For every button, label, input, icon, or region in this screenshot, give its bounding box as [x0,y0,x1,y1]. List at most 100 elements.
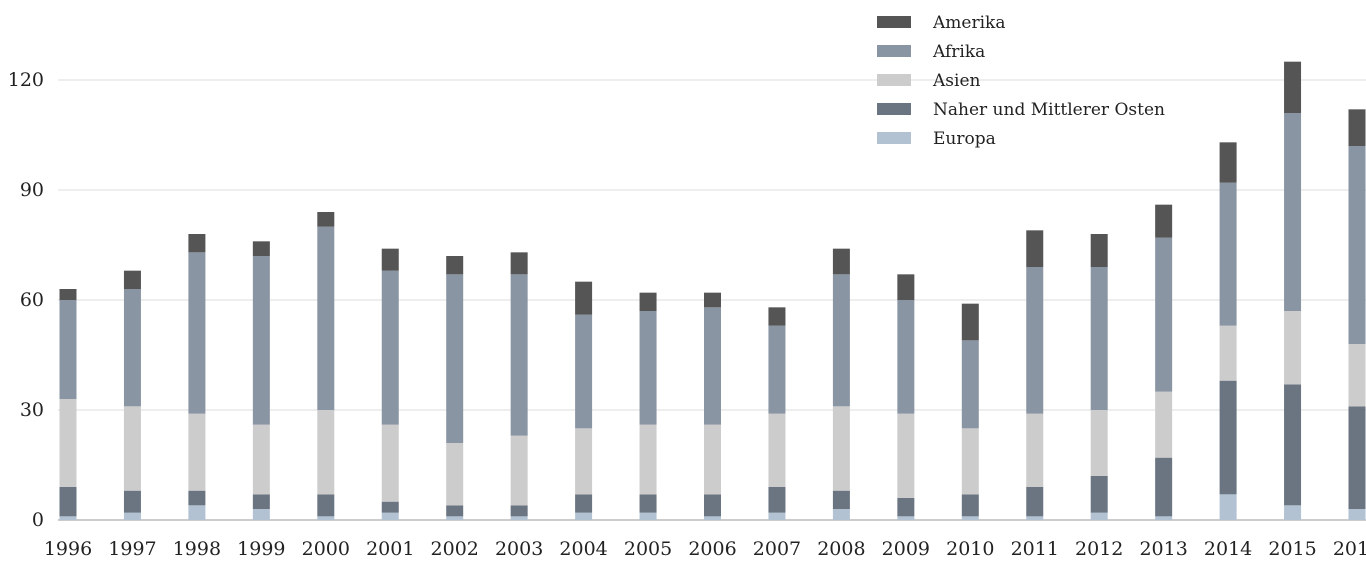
bar-segment-amerika-2014 [1219,142,1237,183]
bar-segment-afrika-2012 [1090,267,1108,410]
bar-segment-europa-2001 [381,512,399,520]
bar-segment-europa-2002 [446,516,464,520]
bar-segment-europa-2015 [1284,505,1302,520]
bar-segment-naher-und-mittlerer-osten-2009 [897,498,915,517]
bar-segment-amerika-2002 [446,256,464,275]
bar-segment-naher-und-mittlerer-osten-2010 [961,494,979,517]
bar-segment-asien-2015 [1284,311,1302,385]
legend: Amerika Afrika Asien Naher und Mittlerer Os… [877,13,1165,149]
bar-segment-europa-2004 [575,512,593,520]
x-tick-label: 1996 [44,538,92,560]
bar-segment-europa-1996 [59,516,77,520]
y-tick-label: 60 [20,289,44,311]
bar-segment-naher-und-mittlerer-osten-1999 [252,494,270,509]
y-tick-label: 90 [20,179,44,201]
bar-segment-amerika-2016 [1348,109,1366,146]
legend-label: Asien [932,71,980,91]
x-tick-label: 2012 [1075,538,1123,560]
bar-segment-naher-und-mittlerer-osten-2008 [832,490,850,509]
bar-segment-amerika-2005 [639,292,657,311]
bar-segment-amerika-2015 [1284,61,1302,113]
legend-swatch [877,103,911,115]
bar-segment-europa-2008 [832,509,850,520]
bar-segment-amerika-2004 [575,281,593,315]
bar-segment-naher-und-mittlerer-osten-1998 [188,490,206,506]
x-tick-label: 2009 [882,538,930,560]
bar-segment-amerika-2006 [704,292,721,308]
x-tick-label: 2002 [431,538,479,560]
x-tick-label: 2014 [1204,538,1252,560]
x-tick-label: 1997 [108,538,156,560]
x-tick-label: 2007 [753,538,801,560]
bar-segment-afrika-2014 [1219,182,1237,326]
bar-segment-asien-2013 [1155,391,1173,458]
legend-swatch [877,132,911,144]
y-tick-label: 30 [20,399,44,421]
bar-segment-europa-2014 [1219,494,1237,520]
bar-segment-naher-und-mittlerer-osten-2005 [639,494,657,513]
bar-segment-naher-und-mittlerer-osten-1996 [59,487,77,517]
bar-segment-naher-und-mittlerer-osten-2004 [575,494,593,513]
bar-segment-europa-2012 [1090,512,1108,520]
bar-segment-amerika-1996 [59,289,77,300]
bar-segment-afrika-2002 [446,274,464,443]
bar-segment-amerika-2013 [1155,204,1173,238]
bar-segment-naher-und-mittlerer-osten-1997 [123,490,141,513]
x-tick-label: 2000 [302,538,350,560]
bar-segment-amerika-2000 [317,212,335,227]
bar-segment-amerika-2012 [1090,234,1108,267]
bar-segment-asien-1997 [123,406,141,491]
x-tick-label: 1999 [237,538,285,560]
bar-segment-afrika-2007 [768,325,786,414]
y-tick-label: 120 [8,69,44,91]
bar-segment-asien-2003 [510,435,528,506]
bar-segment-asien-2000 [317,410,335,495]
bar-segment-asien-1999 [252,424,270,495]
bar-segment-amerika-1999 [252,241,270,256]
bar-segment-asien-2012 [1090,410,1108,476]
bar-segment-afrika-2011 [1026,267,1044,414]
bar-segment-europa-2016 [1348,509,1366,520]
x-tick-label: 2001 [366,538,414,560]
bar-segment-afrika-2016 [1348,146,1366,344]
bar-segment-afrika-1997 [123,289,141,407]
bar-segment-europa-2009 [897,516,915,520]
bar-segment-europa-1997 [123,512,141,520]
bar-segment-asien-1998 [188,413,206,491]
legend-swatch [877,74,911,86]
y-axis-tick-labels: 0 30 60 90 120 [8,69,44,531]
legend-label: Amerika [932,13,1005,33]
bar-segment-naher-und-mittlerer-osten-2002 [446,505,464,517]
bar-segment-amerika-2001 [381,248,399,271]
y-tick-label: 0 [32,509,44,531]
bar-segment-naher-und-mittlerer-osten-2003 [510,505,528,517]
bar-segment-europa-2013 [1155,516,1173,520]
bar-segment-afrika-2006 [704,307,721,425]
x-tick-label: 2008 [817,538,865,560]
x-tick-label: 2016 [1333,538,1366,560]
legend-label: Naher und Mittlerer Osten [933,100,1165,120]
bar-segment-afrika-2015 [1284,113,1302,311]
bar-segment-amerika-1997 [123,270,141,289]
bar-segment-naher-und-mittlerer-osten-2007 [768,487,786,513]
bars [59,61,1366,520]
bar-segment-naher-und-mittlerer-osten-2016 [1348,406,1366,509]
bar-segment-europa-2000 [317,516,335,520]
bar-segment-afrika-2008 [832,274,850,407]
bar-segment-amerika-1998 [188,234,206,253]
bar-segment-amerika-2008 [832,248,850,275]
bar-segment-afrika-1998 [188,252,206,414]
x-tick-label: 2003 [495,538,543,560]
bar-segment-asien-2001 [381,424,399,502]
bar-segment-asien-2004 [575,428,593,495]
bar-segment-europa-1999 [252,509,270,520]
bar-segment-afrika-2003 [510,274,528,436]
bar-segment-afrika-2009 [897,300,915,414]
bar-segment-asien-2002 [446,443,464,506]
bar-segment-asien-2014 [1219,325,1237,381]
bar-segment-asien-2008 [832,406,850,491]
bar-segment-naher-und-mittlerer-osten-2014 [1219,380,1237,495]
bar-segment-asien-2009 [897,413,915,498]
bar-segment-asien-2005 [639,424,657,495]
